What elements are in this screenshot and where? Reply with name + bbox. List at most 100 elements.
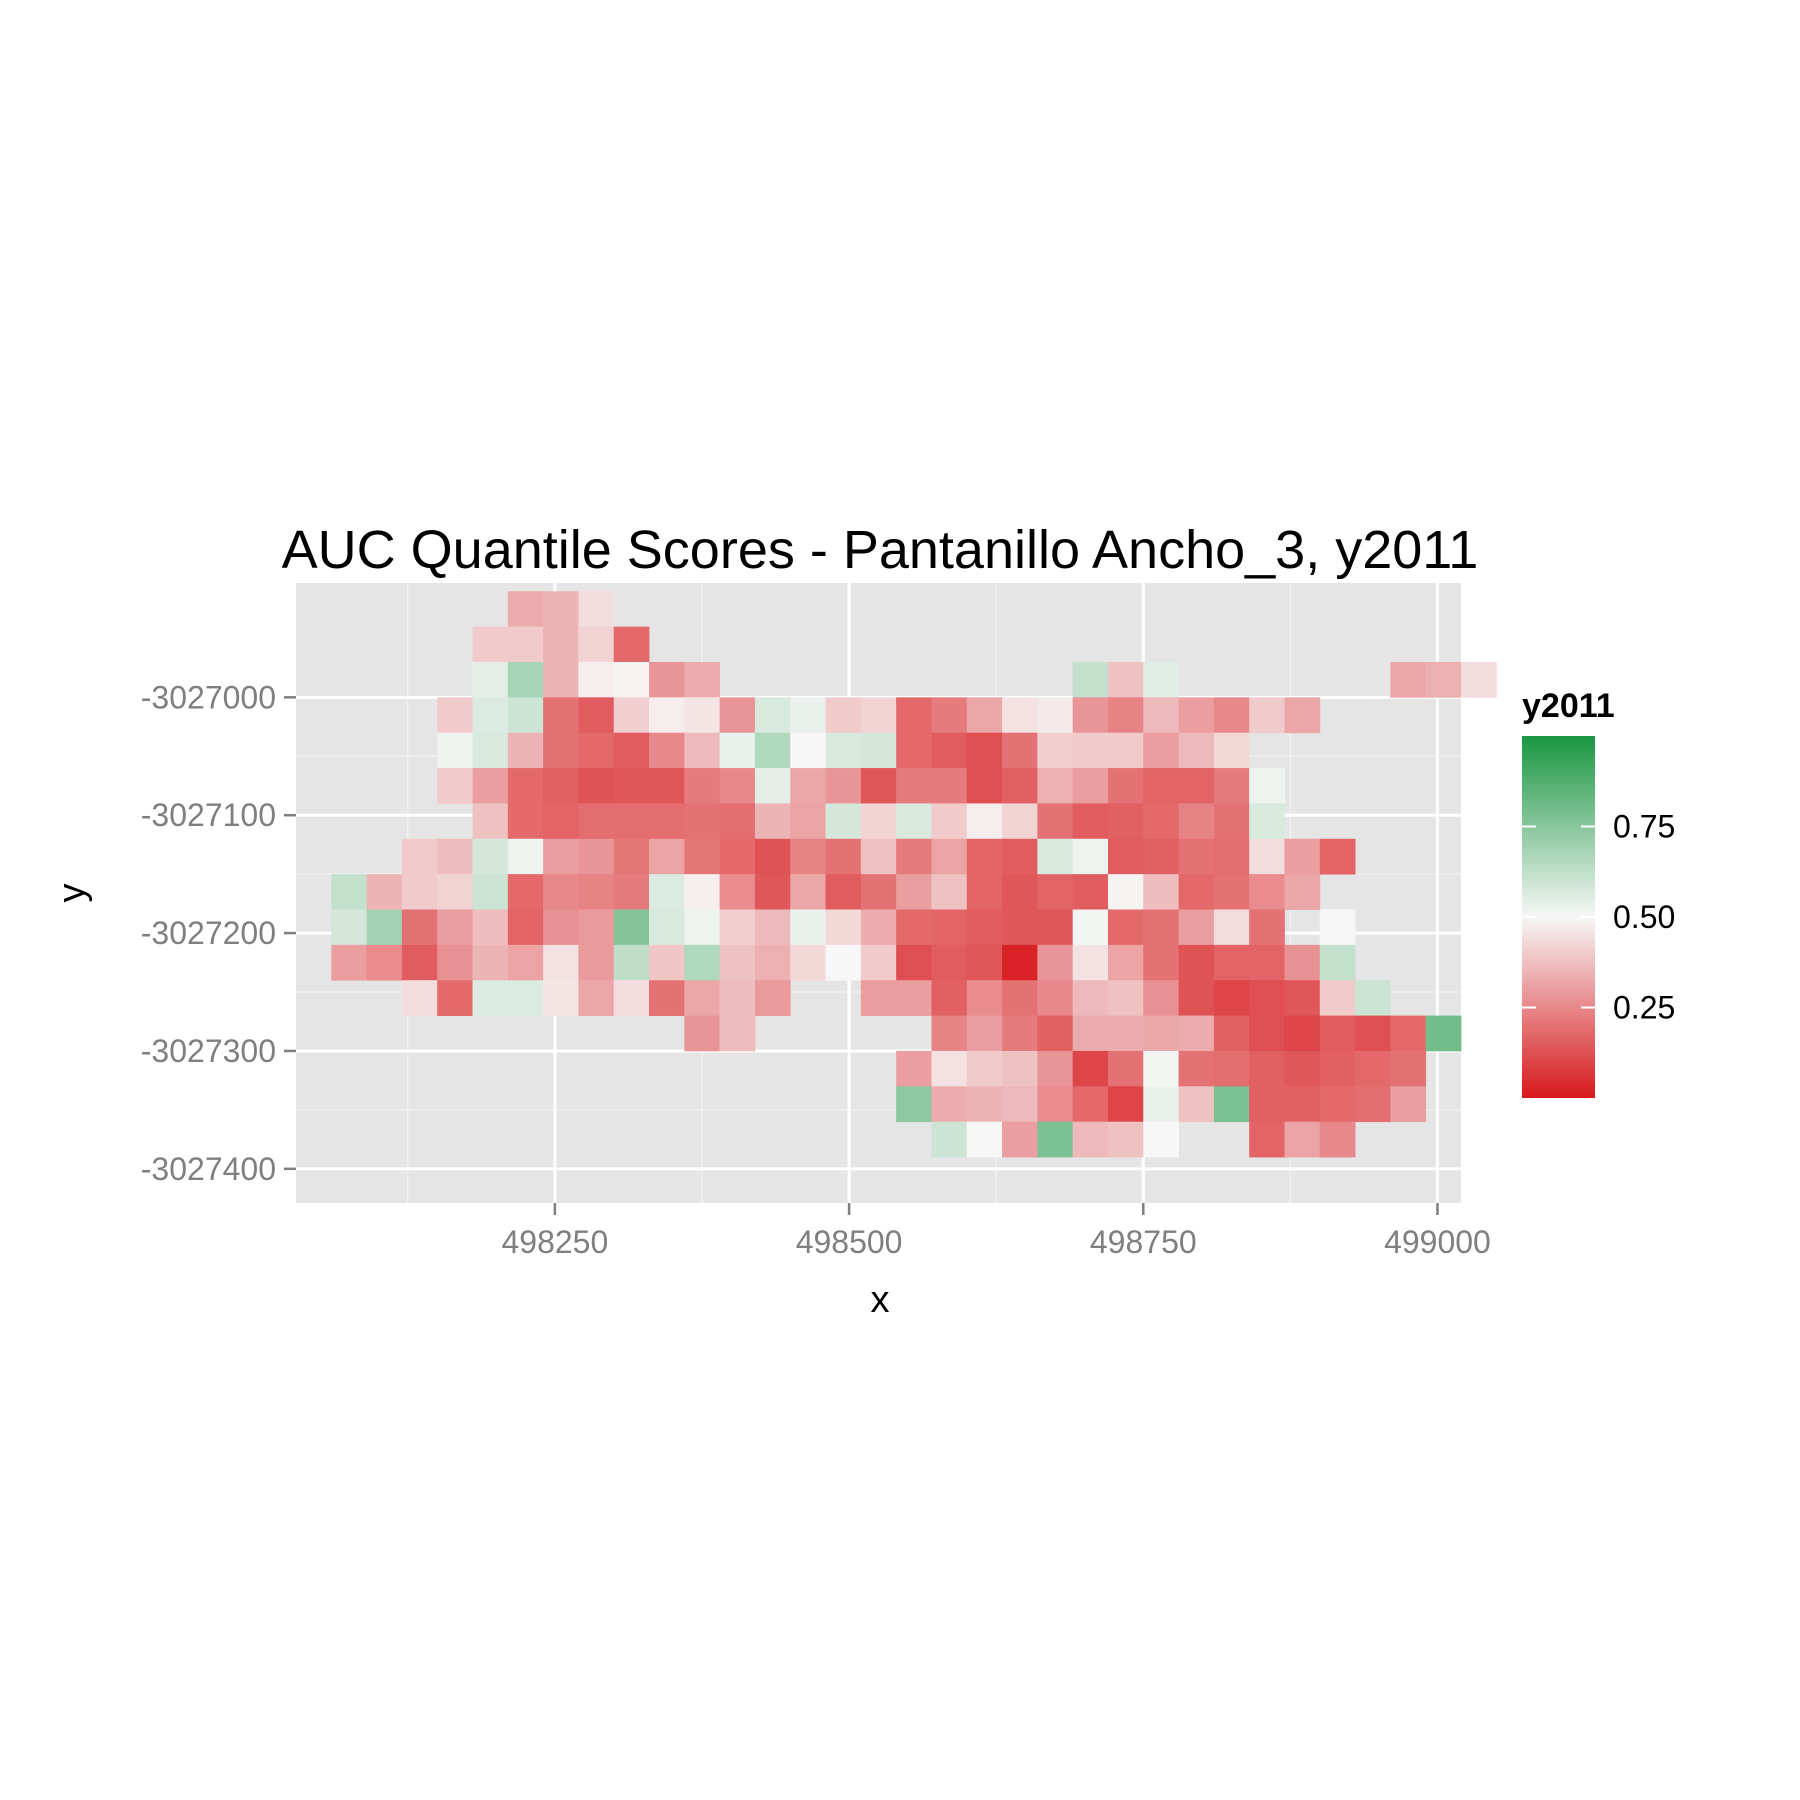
heatmap-cell [684, 768, 721, 804]
heatmap-cell [1178, 1015, 1215, 1052]
y-tick-label: -3027300 [141, 1033, 276, 1069]
heatmap-cell [472, 944, 509, 981]
heatmap-cell [1213, 768, 1250, 804]
heatmap-cell [1319, 1015, 1356, 1052]
heatmap-cells [331, 591, 1497, 1158]
heatmap-cell [1319, 838, 1356, 875]
heatmap-cell [543, 732, 579, 769]
heatmap-cell [1002, 1086, 1038, 1123]
legend-tick-label: 0.25 [1613, 990, 1675, 1026]
heatmap-cell [1037, 803, 1074, 840]
heatmap-cell [1072, 732, 1109, 769]
heatmap-cell [825, 838, 862, 875]
heatmap-cell [543, 591, 579, 628]
heatmap-cell [1178, 1086, 1215, 1123]
heatmap-cell [1072, 874, 1109, 910]
heatmap-cell [1072, 1121, 1109, 1158]
heatmap-cell [543, 874, 579, 910]
heatmap-cell [543, 944, 579, 981]
heatmap-cell [860, 732, 897, 769]
heatmap-cell [790, 768, 826, 804]
heatmap-cell [649, 909, 685, 946]
heatmap-cell [860, 980, 897, 1016]
heatmap-cell [613, 768, 650, 804]
heatmap-cell [1178, 732, 1215, 769]
heatmap-cell [931, 1050, 968, 1087]
heatmap-cell [684, 874, 721, 910]
heatmap-cell [543, 838, 579, 875]
heatmap-cell [1319, 1050, 1356, 1087]
heatmap-cell [507, 909, 544, 946]
heatmap-cell [1037, 1050, 1074, 1087]
heatmap-cell [931, 1121, 968, 1158]
heatmap-cell [1143, 768, 1179, 804]
heatmap-cell [719, 874, 756, 910]
heatmap-cell [1143, 874, 1179, 910]
heatmap-cell [931, 803, 968, 840]
heatmap-cell [1037, 909, 1074, 946]
heatmap-cell [613, 697, 650, 734]
heatmap-cell [719, 980, 756, 1016]
heatmap-cell [472, 626, 509, 663]
heatmap-cell [966, 874, 1003, 910]
heatmap-cell [507, 980, 544, 1016]
heatmap-cell [1002, 1015, 1038, 1052]
y-tick-label: -3027400 [141, 1151, 276, 1187]
heatmap-cell [1072, 980, 1109, 1016]
heatmap-cell [1178, 909, 1215, 946]
heatmap-cell [1249, 1121, 1285, 1158]
heatmap-cell [437, 874, 473, 910]
heatmap-cell [1143, 838, 1179, 875]
heatmap-cell [1107, 803, 1144, 840]
heatmap-cell [1249, 980, 1285, 1016]
heatmap-cell [684, 661, 721, 698]
heatmap-cell [1002, 909, 1038, 946]
heatmap-cell [860, 768, 897, 804]
heatmap-cell [613, 626, 650, 663]
axes: 498250 498500 498750 499000 -3027000 -3027100… [141, 679, 1491, 1260]
heatmap-cell [790, 909, 826, 946]
heatmap-cell [366, 944, 403, 981]
heatmap-cell [1425, 661, 1462, 698]
heatmap-cell [578, 661, 615, 698]
heatmap-cell [1037, 768, 1074, 804]
heatmap-cell [1037, 874, 1074, 910]
heatmap-cell [507, 591, 544, 628]
heatmap-cell [896, 768, 932, 804]
heatmap-cell [1213, 1015, 1250, 1052]
heatmap-cell [649, 661, 685, 698]
heatmap-cell [1178, 944, 1215, 981]
heatmap-cell [1107, 1121, 1144, 1158]
heatmap-cell [472, 838, 509, 875]
heatmap-cell [1002, 803, 1038, 840]
heatmap-cell [507, 803, 544, 840]
heatmap-cell [1178, 874, 1215, 910]
heatmap-cell [896, 944, 932, 981]
x-tick-label: 499000 [1384, 1224, 1491, 1260]
heatmap-cell [578, 732, 615, 769]
heatmap-cell [1143, 1086, 1179, 1123]
heatmap-cell [331, 874, 367, 910]
heatmap-cell [649, 768, 685, 804]
heatmap-cell [649, 803, 685, 840]
heatmap-cell [1002, 944, 1038, 981]
heatmap-cell [754, 980, 791, 1016]
y-axis-title: y [51, 884, 93, 903]
heatmap-cell [1072, 838, 1109, 875]
heatmap-cell [1143, 661, 1179, 698]
heatmap-cell [790, 838, 826, 875]
heatmap-cell [437, 768, 473, 804]
x-tick-label: 498250 [501, 1224, 608, 1260]
heatmap-cell [754, 803, 791, 840]
heatmap-cell [1284, 697, 1321, 734]
heatmap-cell [366, 909, 403, 946]
heatmap-cell [543, 980, 579, 1016]
heatmap-cell [1107, 732, 1144, 769]
heatmap-cell [578, 874, 615, 910]
heatmap-cell [1178, 980, 1215, 1016]
heatmap-cell [1107, 661, 1144, 698]
heatmap-cell [860, 909, 897, 946]
y-tick-label: -3027100 [141, 797, 276, 833]
heatmap-cell [1037, 980, 1074, 1016]
heatmap-cell [331, 909, 367, 946]
